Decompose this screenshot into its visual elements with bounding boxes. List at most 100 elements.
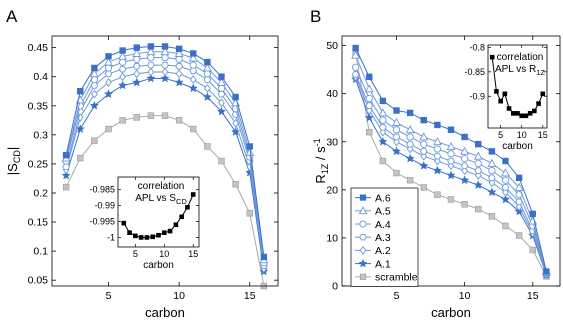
- data-point: [188, 53, 198, 62]
- inset-x-tick-label: 10: [159, 249, 169, 259]
- legend-entry: A.1: [355, 258, 391, 270]
- data-point: [379, 124, 387, 131]
- inset-y-tick-label: -0.995: [89, 217, 115, 227]
- data-point: [203, 70, 212, 78]
- legend-marker: [359, 220, 367, 228]
- data-point: [147, 61, 155, 69]
- data-point: [393, 169, 400, 177]
- data-point: [77, 154, 84, 162]
- panel-label: A: [6, 7, 18, 26]
- data-point: [488, 148, 496, 155]
- data-point: [405, 125, 415, 134]
- data-point: [487, 187, 497, 197]
- data-point: [189, 61, 197, 69]
- inset-y-tick-label: -0.85: [464, 67, 485, 77]
- legend-entry: scramble: [355, 272, 418, 284]
- inset-data-point: [532, 108, 537, 114]
- legend-marker: [358, 206, 368, 215]
- data-point: [62, 163, 70, 171]
- inset-title-line2: APL vs R1Z: [495, 64, 545, 77]
- data-point: [175, 55, 183, 63]
- series-0: [62, 43, 268, 261]
- legend-label: A.4: [375, 219, 391, 231]
- data-point: [488, 174, 496, 182]
- x-tick-label: 15: [527, 290, 539, 302]
- data-point: [419, 132, 429, 141]
- y-axis-label-end: |: [5, 147, 20, 150]
- inset-data-point: [133, 233, 138, 239]
- data-point: [147, 67, 155, 77]
- data-point: [391, 146, 402, 156]
- data-point: [434, 121, 441, 129]
- data-point: [447, 126, 455, 133]
- y-tick-label: 20: [326, 184, 338, 196]
- data-point: [188, 83, 198, 93]
- data-point: [91, 137, 98, 144]
- data-point: [501, 168, 510, 177]
- legend-entry: A.5: [355, 206, 391, 218]
- data-point: [175, 45, 183, 52]
- y-axis-label-sub: CD: [12, 150, 22, 163]
- data-point: [175, 62, 183, 70]
- inset-data-point: [127, 230, 132, 235]
- data-point: [366, 128, 373, 136]
- inset-data-point: [494, 89, 499, 94]
- data-point: [460, 154, 469, 163]
- data-point: [406, 109, 414, 117]
- y-tick-label: 40: [326, 88, 338, 100]
- data-point: [190, 125, 197, 133]
- data-point: [501, 176, 510, 184]
- inset-data-point: [523, 113, 529, 119]
- data-point: [447, 150, 455, 158]
- inset-y-tick-label: -0.8: [469, 42, 485, 52]
- data-point: [62, 151, 70, 159]
- data-point: [147, 43, 155, 50]
- data-point: [378, 108, 388, 117]
- inset-data-point: [515, 111, 520, 116]
- data-point: [161, 43, 169, 50]
- data-point: [161, 67, 169, 77]
- data-point: [232, 93, 239, 101]
- data-point: [392, 126, 401, 134]
- data-point: [103, 89, 114, 99]
- data-point: [104, 64, 113, 72]
- data-point: [351, 63, 360, 71]
- data-point: [379, 97, 387, 105]
- y-axis-label-end: / s: [313, 146, 328, 164]
- data-point: [474, 167, 483, 174]
- legend: A.6 A.5A.4A.3A.2A.1 scramble: [350, 187, 419, 287]
- data-point: [231, 127, 241, 136]
- data-point: [446, 170, 456, 180]
- data-point: [260, 253, 268, 261]
- series-3: [62, 61, 268, 269]
- data-point: [460, 162, 469, 170]
- data-point: [406, 177, 414, 184]
- data-point: [406, 133, 414, 141]
- y-tick-label: 10: [326, 232, 338, 244]
- inset-x-tick-label: 15: [188, 249, 198, 259]
- data-point: [447, 161, 455, 171]
- data-point: [216, 106, 227, 116]
- data-point: [447, 157, 455, 165]
- inset-data-point: [156, 232, 161, 238]
- data-point: [246, 210, 253, 217]
- data-point: [118, 80, 128, 90]
- data-point: [204, 58, 211, 66]
- data-point: [133, 44, 140, 51]
- data-point: [161, 112, 169, 119]
- data-point: [420, 140, 428, 148]
- data-point: [175, 69, 183, 79]
- x-tick-label: 5: [394, 290, 400, 302]
- inset-data-point: [502, 91, 508, 97]
- data-point: [475, 205, 482, 213]
- data-point: [419, 148, 428, 155]
- series-0: [352, 44, 550, 275]
- axes-frame: [341, 35, 561, 287]
- data-point: [105, 78, 112, 87]
- data-point: [529, 210, 536, 218]
- data-point: [406, 140, 414, 148]
- data-point: [432, 165, 442, 175]
- data-point: [405, 153, 415, 163]
- data-point: [433, 152, 442, 160]
- inset-data-point: [121, 220, 127, 226]
